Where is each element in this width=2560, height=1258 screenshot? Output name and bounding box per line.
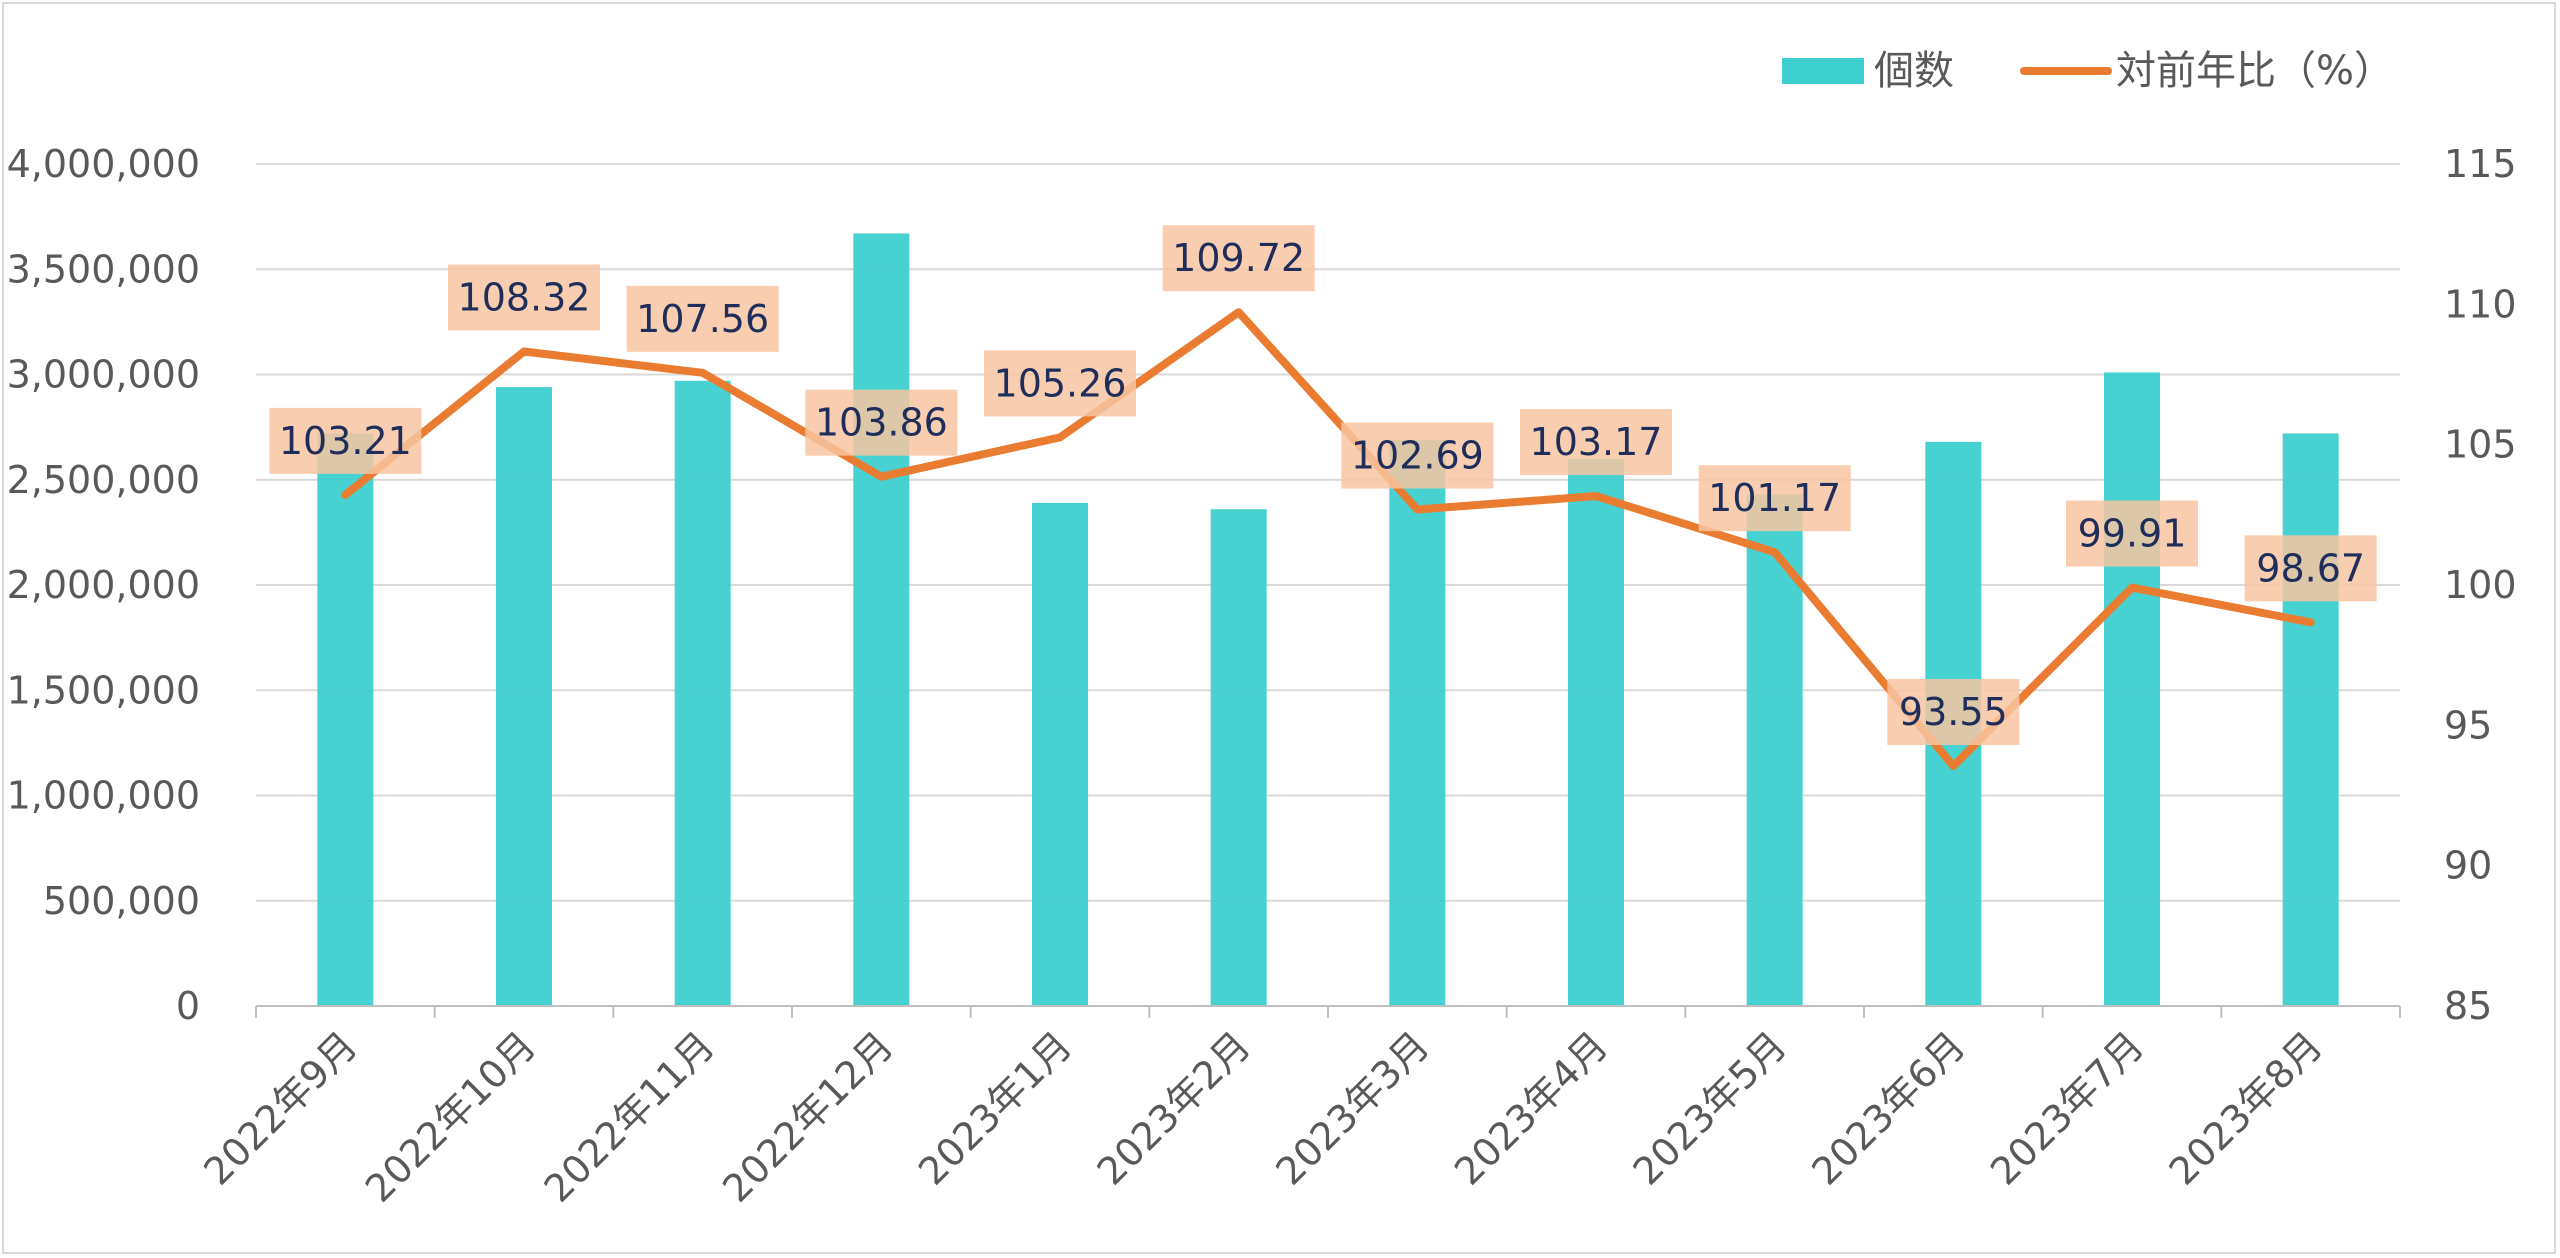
x-tick-label: 2023年7月 <box>1982 1023 2152 1193</box>
x-tick-label: 2023年4月 <box>1446 1023 1616 1193</box>
data-label-background <box>1520 409 1672 476</box>
data-label: 93.55 <box>1899 690 2008 734</box>
gridlines <box>256 163 2400 902</box>
bar <box>674 380 731 1006</box>
data-label: 103.21 <box>279 419 412 463</box>
y-left-tick-label: 500,000 <box>43 879 200 923</box>
data-label: 107.56 <box>636 297 769 341</box>
y-left-tick-label: 2,000,000 <box>7 563 200 607</box>
data-label-background <box>984 350 1136 417</box>
bar <box>853 233 910 1007</box>
bar <box>1568 458 1624 1006</box>
y-left-tick-label: 2,500,000 <box>7 458 200 502</box>
data-label: 102.69 <box>1351 434 1484 478</box>
x-tick-label: 2022年12月 <box>714 1023 901 1210</box>
x-tick-label: 2023年1月 <box>910 1023 1080 1193</box>
y-left-tick-label: 1,000,000 <box>7 774 200 818</box>
x-tick-label: 2022年10月 <box>357 1023 544 1210</box>
bar <box>1389 439 1446 1006</box>
x-tick-label: 2022年9月 <box>195 1023 365 1193</box>
y-right-tick-label: 100 <box>2444 563 2517 607</box>
data-label-background <box>1887 679 2020 746</box>
x-tick-label: 2023年3月 <box>1267 1023 1437 1193</box>
data-label: 109.72 <box>1172 236 1305 280</box>
data-label: 103.86 <box>815 401 948 445</box>
bar <box>1210 509 1267 1006</box>
bar <box>496 387 552 1006</box>
data-label-background <box>2066 500 2198 567</box>
y-right-tick-label: 90 <box>2444 844 2492 888</box>
data-label-background <box>1698 465 1851 532</box>
y-right-tick-label: 85 <box>2444 984 2492 1028</box>
bar <box>2104 372 2160 1006</box>
y-right-tick-label: 115 <box>2444 142 2517 186</box>
y-left-tick-label: 1,500,000 <box>7 668 200 712</box>
x-tick-label: 2023年8月 <box>2161 1023 2331 1193</box>
data-label-background <box>626 285 779 352</box>
data-label-background <box>1341 422 1494 489</box>
legend-label-line: 対前年比（%） <box>2116 48 2394 94</box>
data-label-background <box>1162 225 1315 292</box>
y-left-tick-label: 3,500,000 <box>7 247 200 291</box>
data-label: 105.26 <box>994 361 1127 405</box>
bar <box>2282 433 2339 1006</box>
data-label: 99.91 <box>2078 512 2187 556</box>
data-label-background <box>805 389 958 456</box>
y-left-tick-label: 4,000,000 <box>7 142 200 186</box>
bar <box>1032 502 1088 1006</box>
y-right-tick-label: 105 <box>2444 423 2517 467</box>
legend: 個数 対前年比（%） <box>1782 48 2394 94</box>
x-tick-label: 2023年5月 <box>1625 1023 1795 1193</box>
data-label: 108.32 <box>458 275 591 319</box>
legend-label-bar: 個数 <box>1874 48 1954 94</box>
data-label-background <box>448 264 600 331</box>
bar <box>317 433 374 1006</box>
y-right-tick-label: 110 <box>2444 282 2517 326</box>
x-tick-label: 2023年2月 <box>1089 1023 1259 1193</box>
data-label: 98.67 <box>2256 546 2365 590</box>
data-label-background <box>2244 535 2377 602</box>
data-label: 101.17 <box>1708 476 1841 520</box>
x-tick-label: 2023年6月 <box>1803 1023 1973 1193</box>
data-label-background <box>269 407 422 474</box>
y-left-tick-label: 3,000,000 <box>7 353 200 397</box>
x-tick-label: 2022年11月 <box>536 1023 723 1210</box>
data-label: 103.17 <box>1530 420 1663 464</box>
legend-swatch-bar <box>1782 58 1864 84</box>
y-left-tick-label: 0 <box>176 984 200 1028</box>
y-right-tick-label: 95 <box>2444 703 2492 747</box>
